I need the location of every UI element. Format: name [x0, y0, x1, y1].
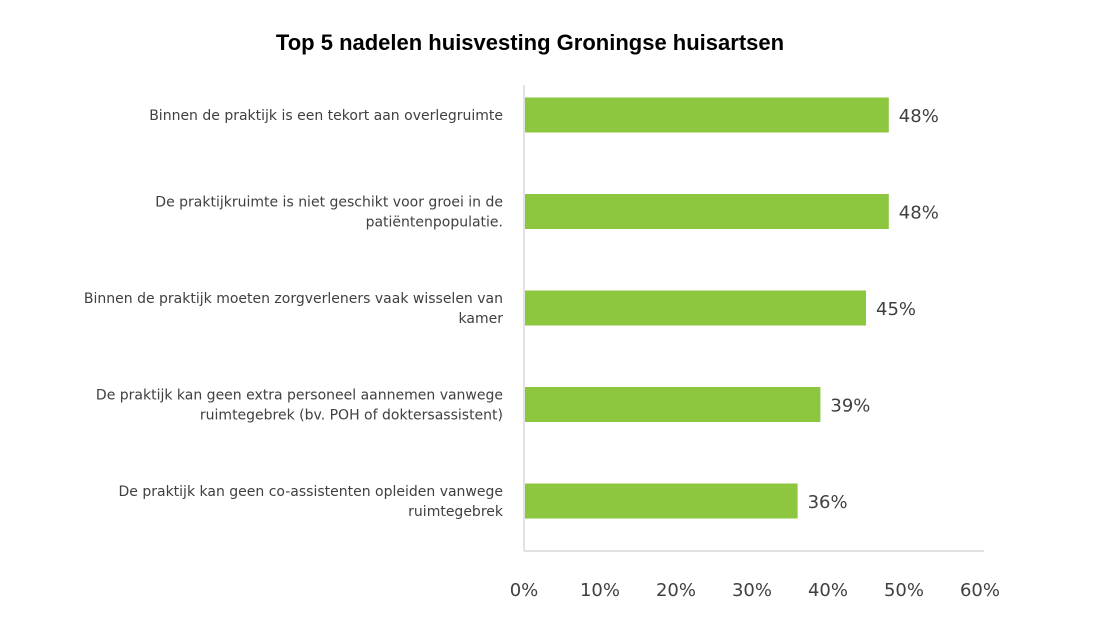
category-label-line: Binnen de praktijk is een tekort aan ove…	[149, 108, 503, 124]
category-label-line: Binnen de praktijk moeten zorgverleners …	[84, 291, 503, 307]
x-tick-label: 10%	[580, 580, 620, 601]
category-labels-group: Binnen de praktijk is een tekort aan ove…	[84, 108, 504, 520]
bar-2	[525, 194, 889, 229]
category-label-line: ruimtegebrek (bv. POH of doktersassisten…	[200, 408, 503, 424]
x-tick-label: 30%	[732, 580, 772, 601]
category-label-3: Binnen de praktijk moeten zorgverleners …	[84, 291, 503, 327]
value-label-4: 39%	[830, 396, 870, 417]
category-label-1: Binnen de praktijk is een tekort aan ove…	[149, 108, 503, 124]
category-label-line: ruimtegebrek	[408, 504, 504, 520]
category-label-line: patiëntenpopulatie.	[366, 215, 503, 231]
value-label-1: 48%	[899, 106, 939, 127]
category-label-line: De praktijk kan geen extra personeel aan…	[96, 388, 503, 404]
category-label-line: De praktijkruimte is niet geschikt voor …	[155, 195, 503, 211]
x-tick-labels-group: 0% 10% 20% 30% 40% 50% 60%	[510, 580, 1000, 601]
x-tick-label: 20%	[656, 580, 696, 601]
value-labels-group: 48% 48% 45% 39% 36%	[808, 106, 939, 513]
category-label-2: De praktijkruimte is niet geschikt voor …	[155, 195, 503, 231]
x-tick-label: 50%	[884, 580, 924, 601]
x-tick-label: 60%	[960, 580, 1000, 601]
bar-4	[525, 387, 821, 422]
category-label-5: De praktijk kan geen co-assistenten ople…	[119, 484, 504, 520]
bars-group	[525, 97, 889, 519]
x-tick-label: 0%	[510, 580, 539, 601]
bar-1	[525, 97, 889, 133]
category-label-line: kamer	[459, 311, 504, 327]
category-label-line: De praktijk kan geen co-assistenten ople…	[119, 484, 504, 500]
category-label-4: De praktijk kan geen extra personeel aan…	[96, 388, 503, 424]
x-tick-label: 40%	[808, 580, 848, 601]
bar-5	[525, 483, 798, 519]
value-label-3: 45%	[876, 299, 916, 320]
value-label-2: 48%	[899, 203, 939, 224]
bar-3	[525, 290, 866, 326]
value-label-5: 36%	[808, 492, 848, 513]
chart-title: Top 5 nadelen huisvesting Groningse huis…	[275, 30, 785, 55]
